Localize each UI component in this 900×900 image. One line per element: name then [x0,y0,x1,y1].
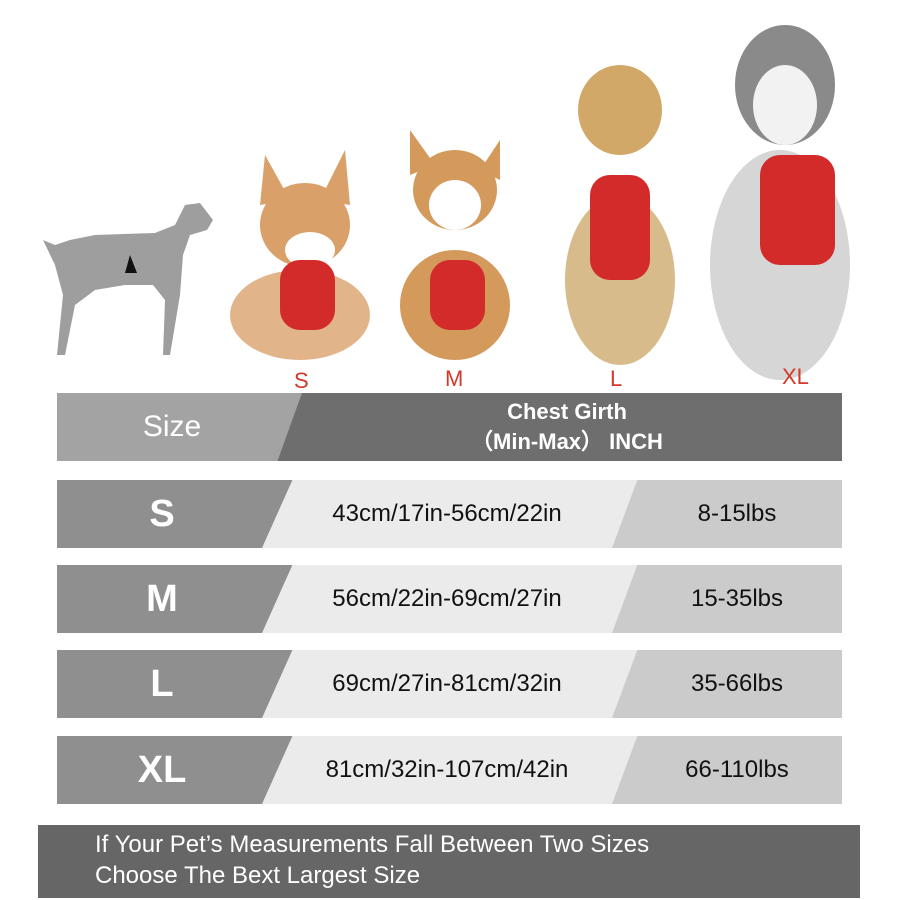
row-weight: 8-15lbs [697,500,777,527]
footer-line2: Choose The Bext Largest Size [95,862,421,889]
dog-photo-m [400,130,510,360]
dog-photo-xl [710,25,850,380]
dog-photo-l [565,65,675,365]
size-label-m: M [445,366,464,391]
row-girth: 81cm/32in-107cm/42in [325,756,569,783]
table-row: L 69cm/27in-81cm/32in 35-66lbs [57,650,842,718]
table-row: M 56cm/22in-69cm/27in 15-35lbs [57,565,842,633]
dog-silhouette-icon [43,203,213,355]
footer-line1: If Your Pet’s Measurements Fall Between … [95,831,650,858]
header-girth-line2: （Min-Max） INCH [471,429,663,454]
row-weight: 66-110lbs [685,756,789,783]
row-girth: 56cm/22in-69cm/27in [332,585,562,612]
header-chest-girth: Chest Girth （Min-Max） INCH [307,397,827,457]
row-size: L [150,662,174,705]
row-girth: 43cm/17in-56cm/22in [332,500,562,527]
table-header: Size Chest Girth （Min-Max） INCH [57,393,842,461]
table-row: XL 81cm/32in-107cm/42in 66-110lbs [57,736,842,804]
size-label-l: L [610,366,623,391]
row-weight: 15-35lbs [690,585,784,612]
size-label-s: S [294,368,309,393]
dog-photo-s [230,150,370,360]
size-label-xl: XL [782,364,809,389]
row-size: XL [137,748,187,791]
footer-note: If Your Pet’s Measurements Fall Between … [38,825,860,898]
header-girth-line1: Chest Girth [507,399,627,424]
row-girth: 69cm/27in-81cm/32in [332,670,562,697]
row-size: M [146,577,178,620]
row-weight: 35-66lbs [690,670,784,697]
table-row: S 43cm/17in-56cm/22in 8-15lbs [57,480,842,548]
header-size: Size [142,410,202,443]
row-size: S [149,492,175,535]
